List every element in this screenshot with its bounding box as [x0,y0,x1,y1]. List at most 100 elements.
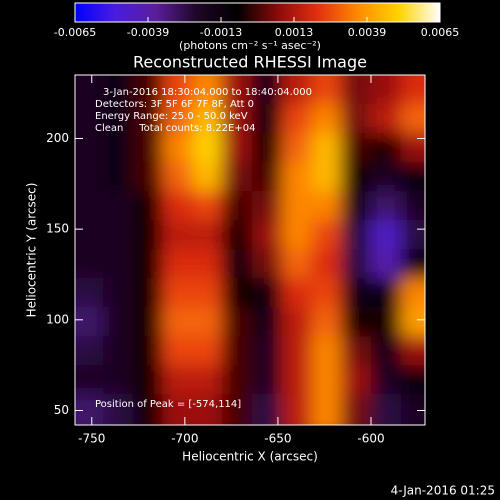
heatmap-cell [341,278,372,308]
heatmap-cell [162,394,193,425]
heatmap-cell [400,191,425,221]
heatmap-cell [311,162,342,192]
colorbar [74,2,441,23]
heatmap-cell [371,104,402,134]
heatmap-cell [400,133,425,163]
heatmap-cell [281,307,312,337]
heatmap-cell [102,162,134,192]
heatmap-cell [102,307,134,337]
heatmap-cell [162,133,193,163]
colorbar-tick-label: 0.0013 [275,26,314,39]
heatmap-cell [311,394,342,425]
colorbar-tick-label: -0.0065 [54,26,96,39]
x-tick-label: -600 [357,432,384,446]
colorbar-tick-label: -0.0039 [127,26,169,39]
heatmap-cell [132,278,163,308]
heatmap-cell [102,75,134,105]
heatmap-cell [162,336,193,366]
heatmap-cell [132,162,163,192]
annotation: Detectors: 3F 5F 6F 7F 8F, Att 0 [95,99,254,110]
peak-label: Position of Peak = [-574,114] [95,399,241,410]
heatmap-cell [162,220,193,250]
heatmap-cell [371,307,402,337]
heatmap-cell [281,133,312,163]
colorbar-tick-label: 0.0039 [348,26,387,39]
heatmap-cell [102,278,134,308]
heatmap-cell [281,249,312,279]
heatmap-cell [192,365,223,395]
heatmap-cell [102,191,134,221]
heatmap-cell [222,249,253,279]
heatmap-cell [311,365,342,395]
heatmap-cell [341,249,372,279]
heatmap-cell [251,365,283,395]
heatmap-cell [162,162,193,192]
heatmap-cell [132,307,163,337]
heatmap-cell [222,104,253,134]
x-axis-label: Heliocentric X (arcsec) [182,450,318,464]
x-tick-label: -750 [78,432,105,446]
heatmap-cell [192,307,223,337]
heatmap-cell [132,336,163,366]
heatmap-cell [281,278,312,308]
heatmap-cell [192,191,223,221]
heatmap-cell [400,365,425,395]
y-tick-label: 200 [46,131,69,145]
heatmap-cell [371,394,402,425]
heatmap-cell [75,278,104,308]
heatmap-cell [400,336,425,366]
annotation: Clean Total counts: 8.22E+04 [95,123,255,134]
heatmap-cell [281,365,312,395]
heatmap-cell [341,394,372,425]
heatmap-cell [102,220,134,250]
heatmap-cell [400,394,425,425]
heatmap-cell [192,133,223,163]
heatmap-cell [311,220,342,250]
heatmap-cell [222,220,253,250]
heatmap-cell [132,104,163,134]
heatmap-cell [75,394,104,425]
heatmap-cell [132,394,163,425]
heatmap-cell [311,191,342,221]
heatmap-cell [311,104,342,134]
heatmap-cell [132,365,163,395]
heatmap-cell [311,336,342,366]
heatmap-cell [371,75,402,105]
heatmap-cell [341,191,372,221]
chart-title: Reconstructed RHESSI Image [133,53,367,72]
heatmap-cell [311,249,342,279]
heatmap-cell [341,220,372,250]
heatmap-cell [251,249,283,279]
heatmap-cell [371,278,402,308]
heatmap-cell [251,162,283,192]
annotation: 3-Jan-2016 18:30:04.000 to 18:40:04.000 [103,87,312,98]
colorbar-tick-label: -0.0013 [200,26,242,39]
heatmap-cell [251,394,283,425]
heatmap-cell [251,220,283,250]
heatmap-cell [222,278,253,308]
heatmap-cell [371,220,402,250]
heatmap-cell [192,394,223,425]
heatmap-cell [222,394,253,425]
heatmap-cell [371,133,402,163]
heatmap-cell [192,249,223,279]
footer: 4-Jan-2016 01:25 [391,484,495,498]
heatmap-cell [400,75,425,105]
heatmap-cell [162,307,193,337]
heatmap-cell [371,249,402,279]
heatmap-cell [75,75,104,105]
y-tick-label: 50 [54,403,69,417]
plot-frame [74,74,426,426]
heatmap-cell [341,365,372,395]
heatmap-cell [341,336,372,366]
heatmap-cell [192,278,223,308]
heatmap-cell [102,336,134,366]
heatmap-cell [400,104,425,134]
y-tick-label: 100 [46,312,69,326]
heatmap-cell [251,336,283,366]
heatmap-cell [102,365,134,395]
heatmap-cell [251,307,283,337]
heatmap-cell [311,133,342,163]
heatmap-cell [162,104,193,134]
